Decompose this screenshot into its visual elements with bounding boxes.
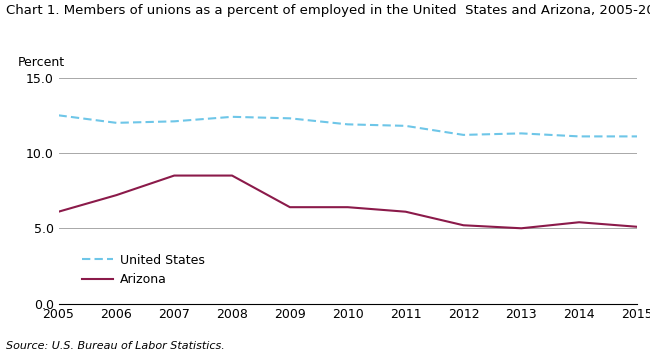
- Legend: United States, Arizona: United States, Arizona: [82, 254, 205, 286]
- United States: [228, 115, 236, 119]
- Arizona: [55, 210, 62, 214]
- United States: [286, 116, 294, 120]
- Text: Chart 1. Members of unions as a percent of employed in the United  States and Ar: Chart 1. Members of unions as a percent …: [6, 4, 650, 17]
- United States: [55, 113, 62, 118]
- Arizona: [228, 173, 236, 178]
- United States: [633, 134, 641, 138]
- Arizona: [633, 225, 641, 229]
- United States: [460, 133, 467, 137]
- Arizona: [286, 205, 294, 209]
- Arizona: [170, 173, 178, 178]
- Text: Source: U.S. Bureau of Labor Statistics.: Source: U.S. Bureau of Labor Statistics.: [6, 341, 226, 351]
- United States: [517, 131, 525, 136]
- Arizona: [575, 220, 583, 225]
- Arizona: [402, 210, 410, 214]
- United States: [402, 124, 410, 128]
- United States: [344, 122, 352, 126]
- United States: [112, 121, 120, 125]
- Line: Arizona: Arizona: [58, 175, 637, 228]
- Arizona: [112, 193, 120, 197]
- Arizona: [460, 223, 467, 227]
- United States: [575, 134, 583, 138]
- Line: United States: United States: [58, 115, 637, 136]
- Arizona: [517, 226, 525, 231]
- Arizona: [344, 205, 352, 209]
- Text: Percent: Percent: [18, 56, 65, 68]
- United States: [170, 119, 178, 124]
